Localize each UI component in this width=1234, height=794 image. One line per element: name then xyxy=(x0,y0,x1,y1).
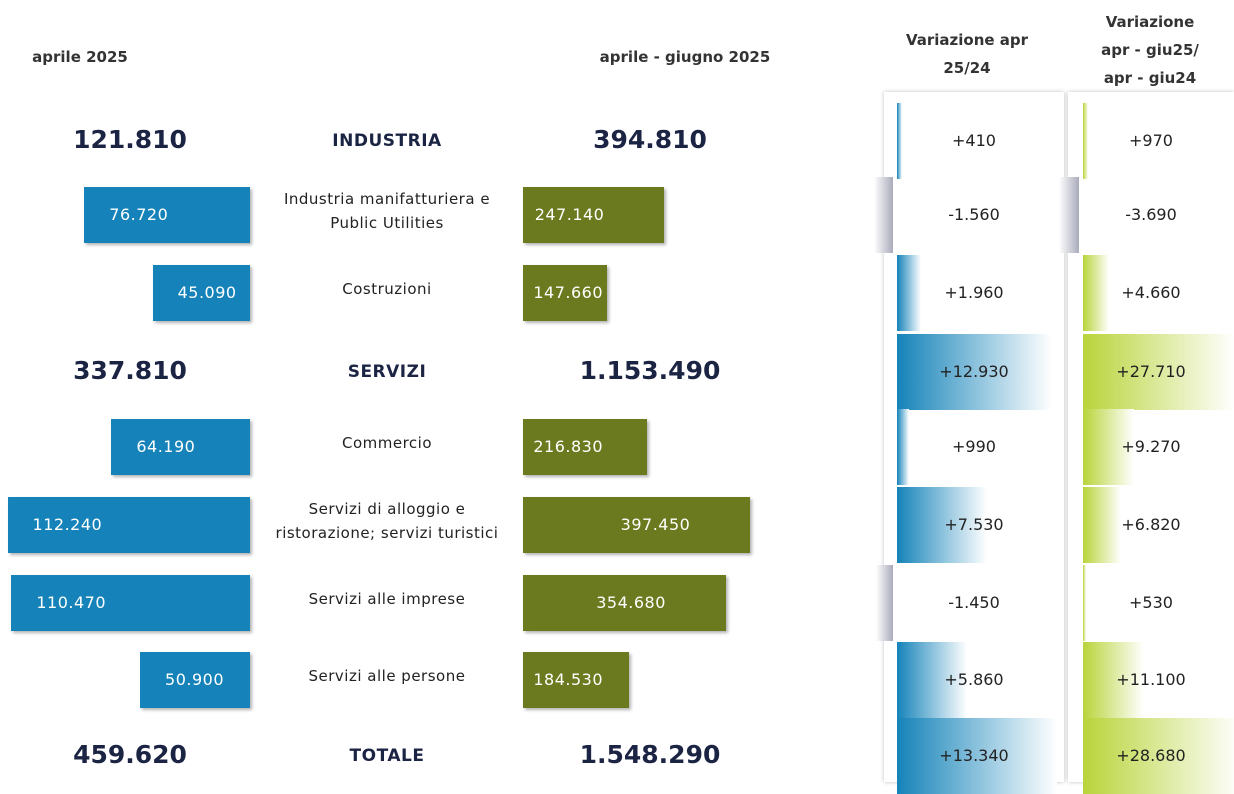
variation-bar xyxy=(1083,642,1145,718)
variation-bar xyxy=(875,565,893,641)
row-label: Servizi alle imprese xyxy=(308,590,466,608)
variation-value: +9.270 xyxy=(1121,437,1181,456)
variation-bar xyxy=(1083,409,1134,485)
variation-value: +12.930 xyxy=(939,362,1009,381)
apr-giu-bar: 247.140 xyxy=(523,187,665,243)
variation-bar xyxy=(1083,565,1086,641)
apr-giu-value: 1.548.290 xyxy=(579,740,721,769)
header-var-apr-giu: Variazione apr - giu25/ apr - giu24 xyxy=(1101,13,1199,87)
apr-bar: 110.470 xyxy=(11,575,250,631)
variation-value: +7.530 xyxy=(944,515,1004,534)
row-label: TOTALE xyxy=(349,746,425,766)
apr-bar: 64.190 xyxy=(111,419,250,475)
apr-value: 121.810 xyxy=(73,125,187,154)
variation-bar xyxy=(1083,334,1234,410)
row-label: Industria manifatturiera e Public Utilit… xyxy=(283,190,491,232)
variation-bar xyxy=(1083,255,1109,331)
header-apr-giu: aprile - giugno 2025 xyxy=(599,48,771,66)
variation-value: -1.450 xyxy=(948,593,1000,612)
variation-bar xyxy=(897,718,1058,794)
variation-value: +13.340 xyxy=(939,746,1009,765)
apr-bar: 45.090 xyxy=(152,265,250,321)
variation-bar xyxy=(1083,718,1234,794)
variation-value: +28.680 xyxy=(1116,746,1186,765)
variation-bar xyxy=(1083,103,1089,179)
variation-bar xyxy=(1083,487,1121,563)
row-label: Costruzioni xyxy=(342,280,432,298)
apr-giu-bar: 354.680 xyxy=(523,575,726,631)
apr-giu-bar: 147.660 xyxy=(523,265,608,321)
header-apr: aprile 2025 xyxy=(32,48,128,66)
variation-value: +4.660 xyxy=(1121,283,1181,302)
variation-bar xyxy=(897,255,921,331)
apr-bar: 50.900 xyxy=(140,652,250,708)
row-label: Commercio xyxy=(341,434,433,452)
apr-bar: 76.720 xyxy=(84,187,250,243)
variation-bar xyxy=(897,487,988,563)
apr-bar: 112.240 xyxy=(7,497,250,553)
apr-value: 337.810 xyxy=(73,356,187,385)
variation-value: +5.860 xyxy=(944,670,1004,689)
variation-bar xyxy=(897,103,902,179)
variation-bar xyxy=(897,642,968,718)
variation-bar xyxy=(897,409,909,485)
variation-value: +410 xyxy=(952,131,996,150)
row-label: Servizi di alloggio e ristorazione; serv… xyxy=(275,500,499,542)
variation-value: +6.820 xyxy=(1121,515,1181,534)
variation-bar xyxy=(897,334,1053,410)
apr-giu-bar: 184.530 xyxy=(523,652,629,708)
row-label: INDUSTRIA xyxy=(332,131,442,151)
row-label: SERVIZI xyxy=(347,362,427,382)
variation-value: +11.100 xyxy=(1116,670,1186,689)
variation-bar xyxy=(874,177,893,253)
apr-value: 459.620 xyxy=(73,740,187,769)
apr-giu-value: 394.810 xyxy=(593,125,707,154)
variation-value: -3.690 xyxy=(1125,205,1177,224)
variation-value: +1.960 xyxy=(944,283,1004,302)
apr-giu-value: 1.153.490 xyxy=(579,356,721,385)
variation-value: +990 xyxy=(952,437,996,456)
apr-giu-bar: 216.830 xyxy=(523,419,648,475)
variation-value: -1.560 xyxy=(948,205,1000,224)
row-label: Servizi alle persone xyxy=(308,667,466,685)
variation-value: +530 xyxy=(1129,593,1173,612)
variation-value: +27.710 xyxy=(1116,362,1186,381)
variation-bar xyxy=(1058,177,1079,253)
variation-value: +970 xyxy=(1129,131,1173,150)
apr-giu-bar: 397.450 xyxy=(523,497,751,553)
header-var-apr: Variazione apr 25/24 xyxy=(905,31,1029,77)
